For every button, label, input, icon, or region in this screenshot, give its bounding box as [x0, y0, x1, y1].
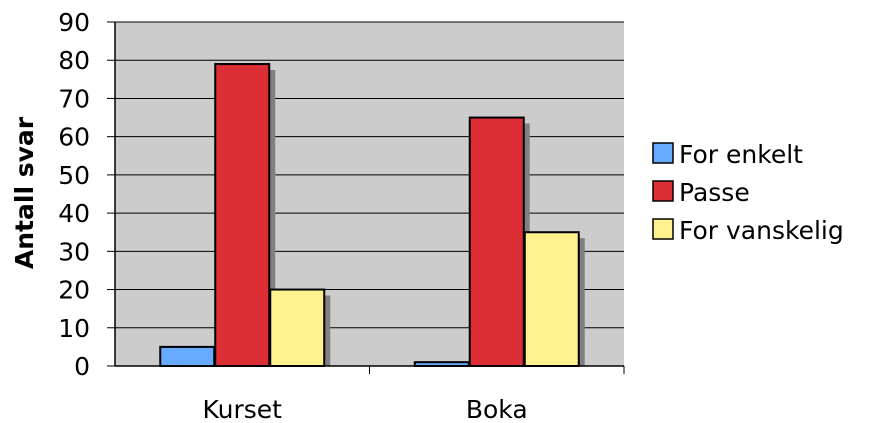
- y-tick-label: 40: [58, 199, 90, 228]
- bar-passe-boka: [468, 116, 525, 367]
- gridlines: [115, 21, 624, 329]
- y-tick-label: 50: [58, 161, 90, 190]
- y-tick-label: 0: [74, 352, 90, 381]
- bar-for-enkelt-kurset: [159, 345, 216, 367]
- y-tick-label: 70: [58, 84, 90, 113]
- legend-label: For vanskelig: [679, 216, 844, 245]
- axes: [107, 21, 625, 374]
- y-tick-label: 90: [58, 8, 90, 37]
- legend-swatch: [652, 180, 674, 202]
- legend-label: For enkelt: [679, 140, 803, 169]
- bars: [159, 63, 580, 368]
- y-axis-label: Antall svar: [10, 116, 39, 269]
- legend-swatch: [652, 142, 674, 164]
- y-tick-label: 10: [58, 314, 90, 343]
- bar-for-vanskelig-kurset: [269, 288, 326, 367]
- legend: For enkelt Passe For vanskelig: [652, 140, 844, 245]
- legend-swatch: [652, 218, 674, 240]
- y-tick-label: 80: [58, 46, 90, 75]
- y-tick-label: 30: [58, 237, 90, 266]
- legend-label: Passe: [679, 178, 750, 207]
- x-tick-label: Kurset: [203, 395, 283, 423]
- bar-passe-kurset: [214, 63, 271, 368]
- y-tick-label: 20: [58, 276, 90, 305]
- y-tick-labels: 0 10 20 30 40 50 60 70 80 90: [58, 8, 90, 381]
- x-tick-label: Boka: [466, 395, 528, 423]
- x-tick-labels: Kurset Boka: [203, 395, 528, 423]
- bar-for-vanskelig-boka: [523, 231, 580, 367]
- y-tick-label: 60: [58, 123, 90, 152]
